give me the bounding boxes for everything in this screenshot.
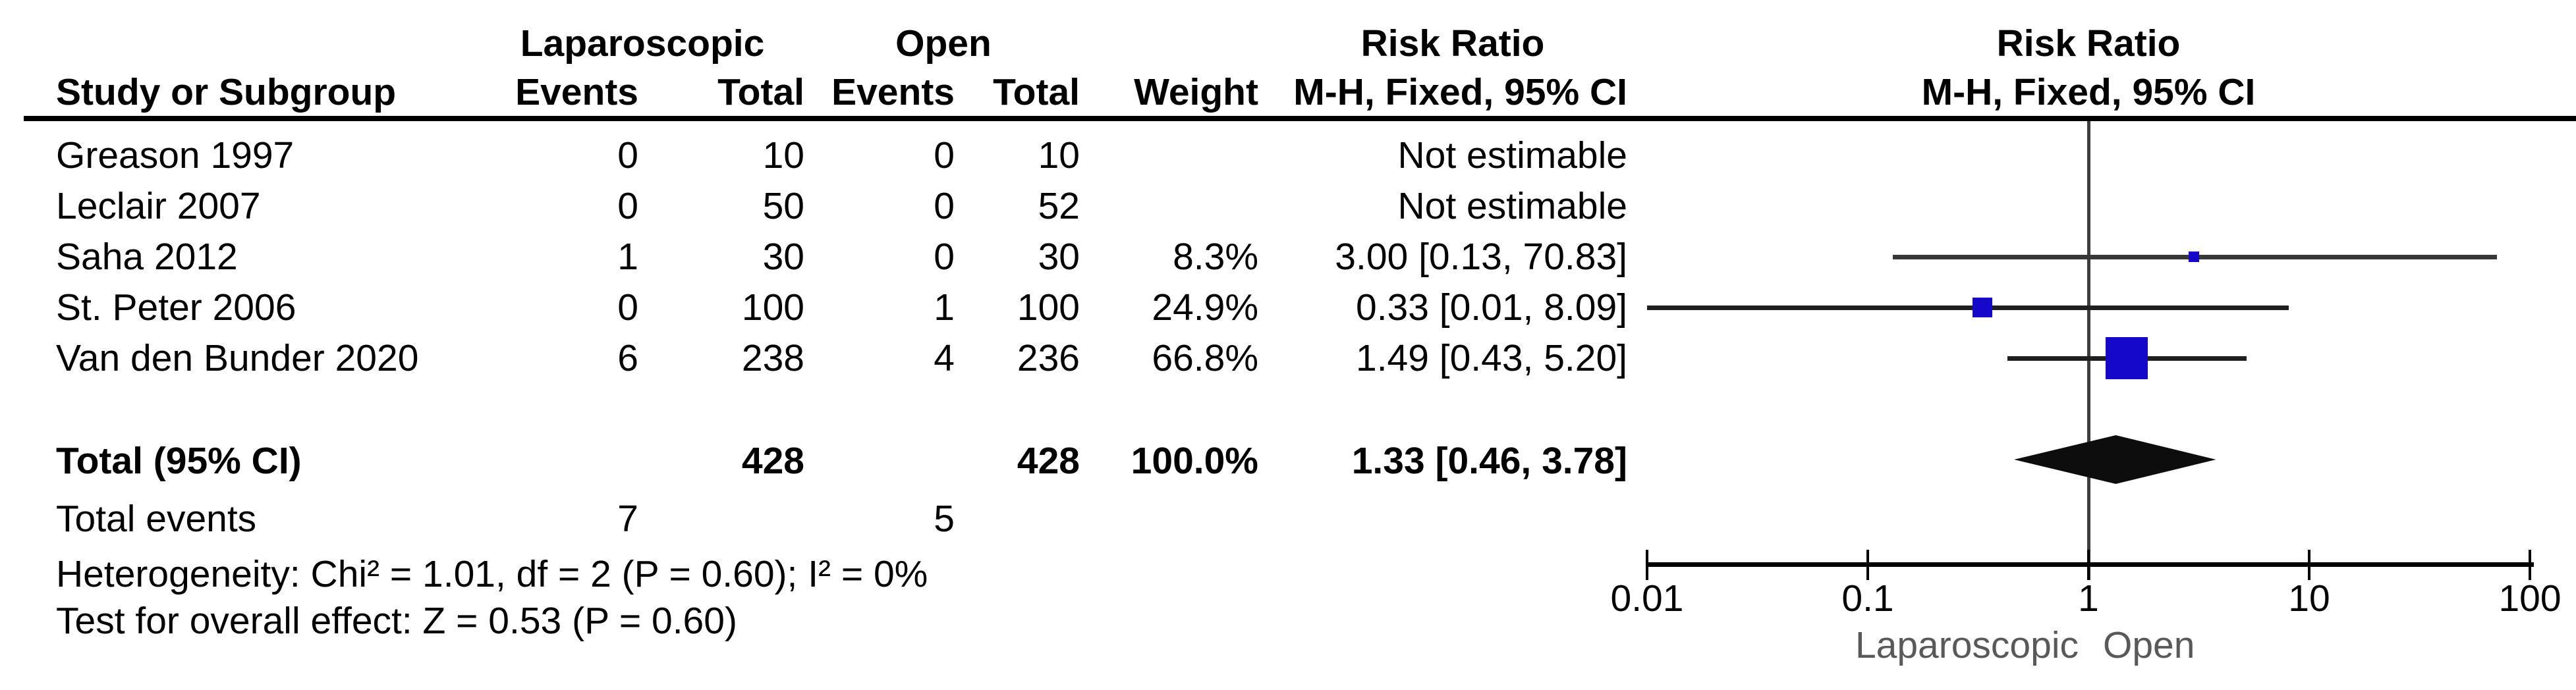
study-name: Saha 2012 [56, 236, 238, 278]
study-name: Leclair 2007 [56, 185, 261, 227]
axis-tick [2087, 550, 2090, 580]
rr-ci-text: Not estimable [1397, 134, 1628, 176]
open-events: 0 [934, 236, 955, 278]
total-open-n: 428 [1017, 440, 1080, 482]
weight-value: 66.8% [1152, 337, 1258, 379]
axis-tick-label: 0.01 [1610, 577, 1684, 620]
axis-tick [2308, 550, 2310, 580]
axis-tick-label: 0.1 [1841, 577, 1894, 620]
axis-tick-label: 10 [2288, 577, 2330, 620]
overall-effect-row: Test for overall effect: Z = 0.53 (P = 0… [0, 596, 2576, 646]
effect-size-square [2188, 252, 2199, 262]
lap-events: 0 [617, 134, 638, 176]
axis-tick [1866, 550, 1869, 580]
total-rr-ci: 1.33 [0.46, 3.78] [1351, 440, 1627, 482]
lap-total: 100 [741, 286, 804, 329]
rr-ci-text: 3.00 [0.13, 70.83] [1335, 236, 1627, 278]
total-label: Total (95% CI) [56, 440, 302, 482]
overall-effect-text: Test for overall effect: Z = 0.53 (P = 0… [56, 600, 737, 642]
open-total: 30 [1038, 236, 1080, 278]
total1-column-header: Total [717, 71, 804, 113]
weight-column-header: Weight [1134, 71, 1258, 113]
total-events-label: Total events [56, 498, 257, 540]
study-name: Greason 1997 [56, 134, 294, 176]
lap-total: 30 [762, 236, 804, 278]
rr-ci-text: Not estimable [1397, 185, 1628, 227]
events1-column-header: Events [515, 71, 638, 113]
total-weight: 100.0% [1131, 440, 1258, 482]
heterogeneity-text: Heterogeneity: Chi² = 1.01, df = 2 (P = … [56, 553, 928, 595]
table-row: Greason 1997 0 10 0 10 Not estimable [0, 130, 2576, 180]
table-row: Saha 2012 1 30 0 30 8.3% 3.00 [0.13, 70.83] [0, 232, 2576, 282]
pooled-effect-diamond [2014, 435, 2216, 484]
study-name: St. Peter 2006 [56, 286, 296, 329]
events2-column-header: Events [831, 71, 955, 113]
open-events: 4 [934, 337, 955, 379]
header-row-groups: Laparoscopic Open Risk Ratio Risk Ratio [0, 20, 2576, 67]
rr-ci-text: 1.49 [0.43, 5.20] [1356, 337, 1627, 379]
lap-total: 10 [762, 134, 804, 176]
axis-tick-label: 100 [2498, 577, 2562, 620]
total-events-row: Total events 7 5 [0, 494, 2576, 544]
header-row-columns: Study or Subgroup Events Total Events To… [0, 68, 2576, 116]
total-row: Total (95% CI) 428 428 100.0% 1.33 [0.46… [0, 436, 2576, 486]
group1-header: Laparoscopic [520, 22, 765, 65]
header-divider [24, 116, 2576, 121]
lap-events: 6 [617, 337, 638, 379]
lap-events: 0 [617, 185, 638, 227]
open-total: 52 [1038, 185, 1080, 227]
null-effect-line [2087, 121, 2090, 580]
rr-ci-text: 0.33 [0.01, 8.09] [1356, 286, 1627, 329]
total-events-open-value: 5 [934, 498, 955, 540]
total2-column-header: Total [993, 71, 1080, 113]
total-lap-n: 428 [741, 440, 804, 482]
axis-tick [2529, 550, 2531, 580]
risk-ratio-column-header: Risk Ratio [1360, 22, 1545, 65]
weight-value: 24.9% [1152, 286, 1258, 329]
lap-total: 50 [762, 185, 804, 227]
open-total: 100 [1017, 286, 1080, 329]
weight-value: 8.3% [1173, 236, 1258, 278]
favours-left-label: Laparoscopic [1855, 624, 2079, 666]
open-total: 10 [1038, 134, 1080, 176]
open-events: 0 [934, 185, 955, 227]
open-total: 236 [1017, 337, 1080, 379]
effect-size-square [2106, 337, 2148, 379]
open-events: 0 [934, 134, 955, 176]
mh-ci-column-header: M-H, Fixed, 95% CI [1293, 71, 1627, 113]
study-name: Van den Bunder 2020 [56, 337, 419, 379]
group2-header: Open [895, 22, 992, 65]
favours-right-label: Open [2103, 624, 2195, 666]
table-row: Van den Bunder 2020 6 238 4 236 66.8% 1.49 [0.… [0, 333, 2576, 383]
lap-events: 0 [617, 286, 638, 329]
lap-events: 1 [617, 236, 638, 278]
axis-tick [1646, 550, 1648, 580]
table-row: Leclair 2007 0 50 0 52 Not estimable [0, 181, 2576, 231]
study-column-header: Study or Subgroup [56, 71, 397, 113]
open-events: 1 [934, 286, 955, 329]
total-events-lap-value: 7 [617, 498, 638, 540]
risk-ratio-plot-header: Risk Ratio [1996, 22, 2181, 65]
mh-ci-plot-header: M-H, Fixed, 95% CI [1921, 71, 2256, 113]
table-row: St. Peter 2006 0 100 1 100 24.9% 0.33 [0.01, 8… [0, 282, 2576, 332]
axis-tick-label: 1 [2078, 577, 2099, 620]
effect-size-square [1972, 298, 1992, 317]
ci-line [1647, 305, 2289, 310]
heterogeneity-row: Heterogeneity: Chi² = 1.01, df = 2 (P = … [0, 549, 2576, 599]
lap-total: 238 [741, 337, 804, 379]
axis-line [1646, 562, 2534, 567]
